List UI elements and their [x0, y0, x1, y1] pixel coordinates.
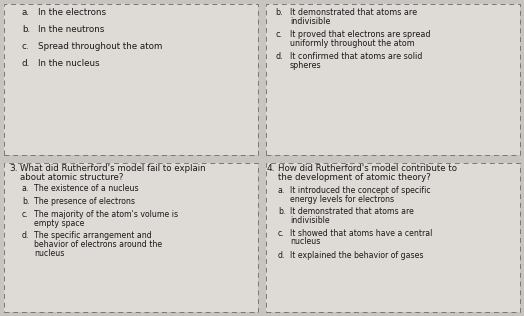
Bar — [4, 4, 258, 155]
Text: d.: d. — [22, 59, 30, 68]
Text: behavior of electrons around the: behavior of electrons around the — [34, 240, 162, 249]
Text: The presence of electrons: The presence of electrons — [34, 197, 135, 206]
Text: d.: d. — [275, 52, 282, 61]
Text: nucleus: nucleus — [34, 248, 64, 258]
Text: b.: b. — [278, 208, 286, 216]
Text: nucleus: nucleus — [290, 238, 320, 246]
Text: b.: b. — [22, 25, 30, 34]
Text: empty space: empty space — [34, 218, 84, 228]
Text: It proved that electrons are spread: It proved that electrons are spread — [290, 30, 431, 39]
Text: c.: c. — [22, 210, 29, 219]
FancyBboxPatch shape — [266, 4, 520, 155]
Text: d.: d. — [278, 251, 286, 259]
Text: In the neutrons: In the neutrons — [38, 25, 104, 34]
Text: It demonstrated that atoms are: It demonstrated that atoms are — [290, 208, 414, 216]
Bar — [266, 4, 520, 155]
Text: The specific arrangement and: The specific arrangement and — [34, 232, 152, 240]
Text: It confirmed that atoms are solid: It confirmed that atoms are solid — [290, 52, 422, 61]
Bar — [266, 163, 520, 312]
Text: It showed that atoms have a central: It showed that atoms have a central — [290, 229, 432, 238]
Text: Spread throughout the atom: Spread throughout the atom — [38, 42, 162, 51]
Text: In the nucleus: In the nucleus — [38, 59, 100, 68]
Text: 4.: 4. — [267, 164, 276, 173]
Bar — [4, 163, 258, 312]
Text: a.: a. — [278, 186, 286, 195]
Text: uniformly throughout the atom: uniformly throughout the atom — [290, 39, 415, 48]
Text: a.: a. — [22, 184, 29, 193]
Text: It demonstrated that atoms are: It demonstrated that atoms are — [290, 8, 417, 17]
Text: c.: c. — [278, 229, 285, 238]
Text: The majority of the atom's volume is: The majority of the atom's volume is — [34, 210, 178, 219]
Text: c.: c. — [275, 30, 282, 39]
Text: c.: c. — [22, 42, 29, 51]
Text: b.: b. — [275, 8, 282, 17]
Text: It introduced the concept of specific: It introduced the concept of specific — [290, 186, 431, 195]
Text: 3.: 3. — [9, 164, 18, 173]
Text: What did Rutherford's model fail to explain: What did Rutherford's model fail to expl… — [20, 164, 205, 173]
FancyBboxPatch shape — [4, 163, 258, 312]
Text: The existence of a nucleus: The existence of a nucleus — [34, 184, 139, 193]
FancyBboxPatch shape — [4, 4, 258, 155]
Text: spheres: spheres — [290, 61, 322, 70]
Text: energy levels for electrons: energy levels for electrons — [290, 195, 394, 204]
Text: a.: a. — [22, 8, 30, 17]
Text: about atomic structure?: about atomic structure? — [20, 173, 123, 182]
Text: How did Rutherford's model contribute to: How did Rutherford's model contribute to — [278, 164, 457, 173]
Text: indivisible: indivisible — [290, 17, 330, 26]
Text: d.: d. — [22, 232, 29, 240]
FancyBboxPatch shape — [266, 163, 520, 312]
Text: It explained the behavior of gases: It explained the behavior of gases — [290, 251, 423, 259]
Text: the development of atomic theory?: the development of atomic theory? — [278, 173, 431, 182]
Text: In the electrons: In the electrons — [38, 8, 106, 17]
Text: indivisible: indivisible — [290, 216, 330, 225]
Text: b.: b. — [22, 197, 29, 206]
